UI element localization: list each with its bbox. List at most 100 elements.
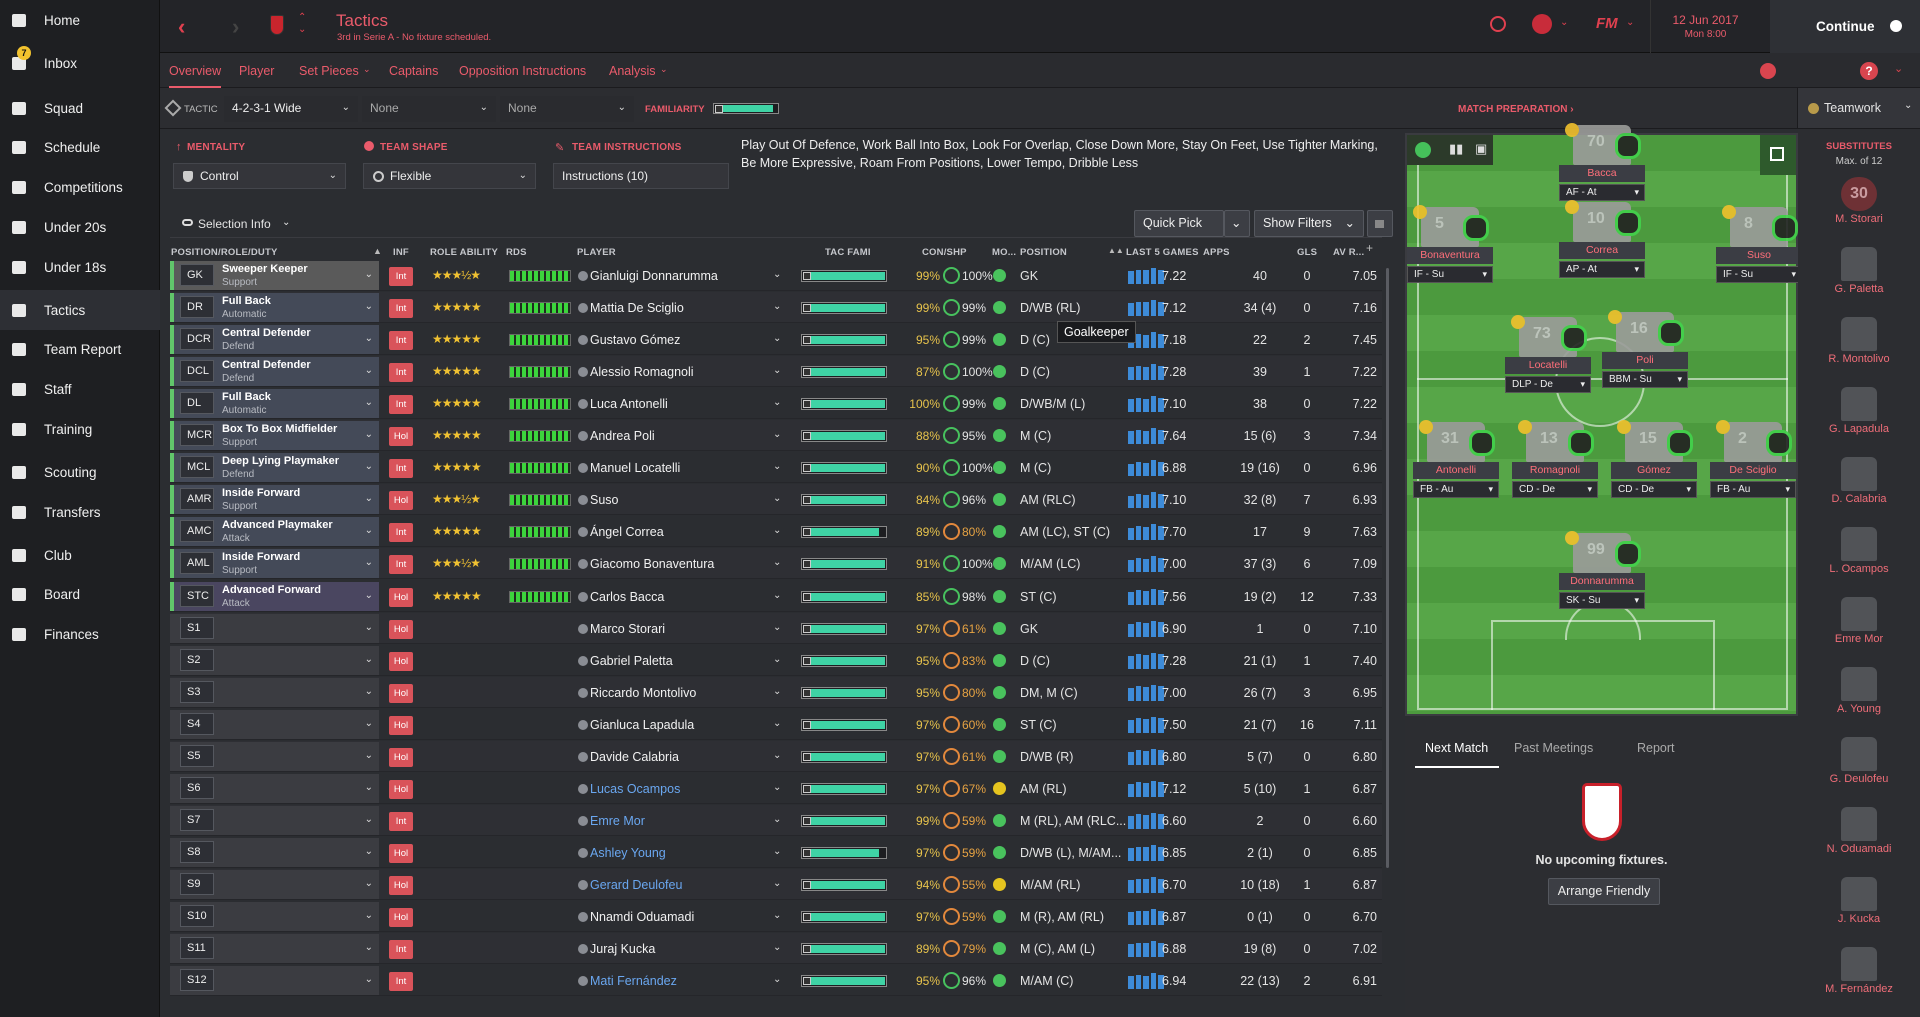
substitute-slot[interactable]: G. Deulofeu [1798, 737, 1920, 785]
chevron-down-icon[interactable]: ⌄ [773, 845, 782, 857]
info-icon[interactable] [578, 271, 588, 281]
instruction-badge[interactable]: Hol [389, 651, 413, 671]
team-shape-select[interactable]: Flexible ⌄ [363, 163, 536, 189]
sidebar-item-board[interactable]: Board [0, 574, 160, 614]
chevron-down-icon[interactable]: ⌄ [773, 942, 782, 954]
col-av-rat[interactable]: AV R... [1333, 247, 1365, 258]
table-row[interactable]: S5 ⌄ Hol Davide Calabria ⌄ 97% 61% D/WB (R) 6.80… [170, 740, 1382, 772]
table-row[interactable]: S3 ⌄ Hol Riccardo Montolivo ⌄ 95% 80% DM, M (C)… [170, 676, 1382, 708]
chevron-down-icon[interactable]: ⌄ [773, 301, 782, 313]
info-icon[interactable] [578, 783, 588, 794]
chevron-down-icon[interactable]: ⌄ [773, 621, 782, 633]
pitch-player-card[interactable]: 73 Locatelli DLP - De [1501, 315, 1595, 393]
position-select[interactable]: S5 ⌄ [170, 741, 379, 771]
forward-button[interactable]: › [232, 14, 240, 39]
info-icon[interactable] [578, 687, 588, 698]
info-icon[interactable] [578, 591, 588, 602]
search-icon[interactable] [1490, 16, 1506, 32]
tab-opposition-instructions[interactable]: Opposition Instructions [459, 64, 587, 78]
chevron-down-icon[interactable]: ⌄ [773, 653, 782, 665]
table-row[interactable]: S7 ⌄ Int Emre Mor ⌄ 99% 59% M (RL), AM (RLC... 6… [170, 804, 1382, 836]
info-icon[interactable] [578, 431, 588, 442]
player-name[interactable]: Manuel Locatelli [590, 461, 681, 476]
table-row[interactable]: AMR Inside Forward Support ⌄ Hol ★★★½★ Suso ⌄ 84… [170, 484, 1382, 516]
position-select[interactable]: GK Sweeper Keeper Support ⌄ [170, 261, 379, 290]
sidebar-item-training[interactable]: Training [0, 409, 160, 449]
tab-analysis[interactable]: Analysis [609, 64, 656, 78]
table-row[interactable]: S12 ⌄ Int Mati Fernández ⌄ 95% 96% M/AM (C) 6.94… [170, 965, 1382, 997]
substitute-slot[interactable]: 30 M. Storari [1798, 177, 1920, 225]
player-name[interactable]: Gianluigi Donnarumma [590, 269, 718, 283]
table-row[interactable]: S4 ⌄ Hol Gianluca Lapadula ⌄ 97% 60% ST (C) 7.50… [170, 709, 1382, 740]
chevron-down-icon[interactable]: ⌄ [773, 974, 782, 986]
substitute-slot[interactable]: J. Kucka [1798, 877, 1920, 925]
chevron-down-icon[interactable]: ⌄ [773, 910, 782, 921]
instruction-badge[interactable]: Hol [389, 491, 413, 511]
chevron-down-icon[interactable]: ⌄ [773, 717, 782, 729]
back-button[interactable]: ‹ [178, 14, 186, 39]
teamwork-select[interactable]: Teamwork ⌄ [1797, 88, 1920, 128]
player-name[interactable]: Luca Antonelli [590, 397, 668, 412]
pitch-player-card[interactable]: 10 Correa AP - At [1555, 200, 1649, 278]
arrange-friendly-button[interactable]: Arrange Friendly [1548, 878, 1660, 905]
show-filters-button[interactable]: Show Filters ⌄ [1254, 210, 1364, 237]
pitch-player-role-select[interactable]: BBM - Su [1602, 371, 1688, 388]
chevron-down-icon[interactable]: ⌄ [773, 813, 782, 825]
match-preparation-link[interactable]: MATCH PREPARATION › [1458, 104, 1574, 115]
tactic-slot-3-select[interactable]: None ⌄ [500, 96, 634, 122]
selection-info-dropdown[interactable]: Selection Info [198, 217, 271, 231]
tab-overview[interactable]: Overview [169, 53, 221, 88]
info-icon[interactable] [578, 719, 588, 730]
chevron-down-icon[interactable]: ⌄ [773, 781, 782, 793]
tab-next-match[interactable]: Next Match [1425, 741, 1489, 755]
instruction-badge[interactable]: Int [389, 299, 413, 319]
position-select[interactable]: S12 ⌄ [170, 966, 379, 996]
chevron-down-icon[interactable]: ⌄ [773, 365, 782, 377]
col-role-ability[interactable]: ROLE ABILITY [430, 247, 499, 258]
quick-pick-dropdown[interactable]: ⌄ [1224, 210, 1250, 237]
instruction-badge[interactable]: Int [389, 459, 413, 479]
sidebar-item-scouting[interactable]: Scouting [0, 452, 160, 492]
instruction-badge[interactable]: Hol [389, 715, 413, 735]
pitch-player-role-select[interactable]: DLP - De [1505, 376, 1591, 393]
table-row[interactable]: STC Advanced Forward Attack ⌄ Hol ★★★★★ Carlos… [170, 581, 1382, 612]
substitute-slot[interactable]: R. Montolivo [1798, 317, 1920, 365]
pitch-player-card[interactable]: 13 Romagnoli CD - De [1508, 420, 1602, 498]
position-select[interactable]: DR Full Back Automatic ⌄ [170, 293, 379, 323]
pitch-view-icon[interactable] [1415, 142, 1431, 158]
pitch-player-role-select[interactable]: FB - Au [1710, 481, 1796, 498]
instruction-badge[interactable]: Hol [389, 747, 413, 767]
date-box[interactable]: 12 Jun 2017 Mon 8:00 [1650, 0, 1760, 53]
pitch-player-card[interactable]: 99 Donnarumma SK - Su [1555, 531, 1649, 609]
position-select[interactable]: S9 ⌄ [170, 869, 379, 899]
sidebar-item-staff[interactable]: Staff [0, 369, 160, 409]
col-morale[interactable]: MO... [992, 247, 1017, 258]
player-name[interactable]: Lucas Ocampos [590, 781, 681, 796]
substitute-slot[interactable]: A. Young [1798, 667, 1920, 715]
substitute-slot[interactable]: N. Oduamadi [1798, 807, 1920, 855]
chevron-down-icon[interactable]: ⌄ [773, 429, 782, 441]
fm-logo-icon[interactable]: FM [1596, 15, 1618, 32]
sidebar-item-under-18s[interactable]: Under 18s [0, 247, 160, 287]
info-icon[interactable] [578, 399, 588, 410]
player-name[interactable]: Riccardo Montolivo [590, 685, 697, 700]
table-row[interactable]: MCR Box To Box Midfielder Support ⌄ Hol ★★★★★… [170, 420, 1382, 452]
tactics-pitch[interactable]: ▮▮ ▣ 70 Bacca AF - At 5 Bonaventura IF - Su 10… [1405, 123, 1802, 716]
instruction-badge[interactable]: Hol [389, 587, 413, 607]
chevron-down-icon[interactable]: ⌄ [773, 493, 782, 505]
position-select[interactable]: AML Inside Forward Support ⌄ [170, 549, 379, 579]
pitch-player-card[interactable]: 2 De Sciglio FB - Au [1706, 420, 1800, 498]
position-select[interactable]: S3 ⌄ [170, 677, 379, 707]
col-player[interactable]: PLAYER [577, 247, 616, 258]
instruction-badge[interactable]: Int [389, 972, 413, 992]
table-row[interactable]: S11 ⌄ Int Juraj Kucka ⌄ 89% 79% M (C), AM (L) 6.… [170, 933, 1382, 965]
table-row[interactable]: GK Sweeper Keeper Support ⌄ Int ★★★½★ Gianluig… [170, 260, 1382, 291]
staff-advice-icon[interactable] [1760, 63, 1776, 79]
sidebar-item-schedule[interactable]: Schedule [0, 127, 160, 167]
info-icon[interactable] [578, 912, 588, 922]
table-row[interactable]: DCR Central Defender Defend ⌄ Int ★★★★★ Gustav… [170, 324, 1382, 356]
position-select[interactable]: DL Full Back Automatic ⌄ [170, 389, 379, 419]
pitch-player-card[interactable]: 15 Gómez CD - De [1607, 420, 1701, 498]
instruction-badge[interactable]: Int [389, 940, 413, 960]
substitute-slot[interactable]: D. Calabria [1798, 457, 1920, 505]
